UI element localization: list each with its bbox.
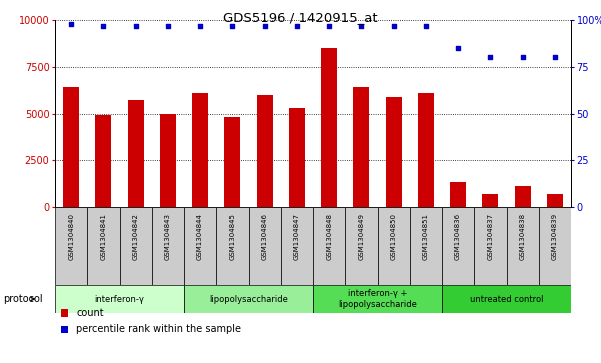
Text: GSM1304843: GSM1304843: [165, 213, 171, 260]
Point: [131, 23, 141, 29]
Text: interferon-γ +
lipopolysaccharide: interferon-γ + lipopolysaccharide: [338, 289, 417, 309]
Text: interferon-γ: interferon-γ: [94, 294, 144, 303]
Bar: [514, 187, 531, 207]
Text: lipopolysaccharide: lipopolysaccharide: [209, 294, 288, 303]
Point: [486, 54, 495, 60]
Bar: [216, 207, 248, 285]
Point: [421, 23, 431, 29]
Text: GSM1304849: GSM1304849: [358, 213, 364, 260]
Point: [163, 23, 172, 29]
Point: [550, 54, 560, 60]
Point: [195, 23, 205, 29]
Bar: [353, 87, 370, 207]
Point: [453, 45, 463, 51]
Text: GSM1304842: GSM1304842: [133, 213, 139, 260]
Bar: [474, 207, 507, 285]
Text: protocol: protocol: [3, 294, 43, 304]
Point: [228, 23, 237, 29]
Text: GSM1304845: GSM1304845: [230, 213, 236, 260]
Bar: [450, 182, 466, 207]
Bar: [257, 95, 273, 207]
Bar: [442, 285, 571, 313]
Point: [356, 23, 366, 29]
Bar: [483, 194, 498, 207]
Bar: [281, 207, 313, 285]
Point: [99, 23, 108, 29]
Bar: [184, 207, 216, 285]
Point: [292, 23, 302, 29]
Text: GSM1304850: GSM1304850: [391, 213, 397, 260]
Bar: [127, 101, 144, 207]
Bar: [120, 207, 151, 285]
Bar: [151, 207, 184, 285]
Bar: [96, 115, 111, 207]
Bar: [410, 207, 442, 285]
Text: GSM1304846: GSM1304846: [261, 213, 267, 260]
Text: GSM1304844: GSM1304844: [197, 213, 203, 260]
Point: [66, 21, 76, 26]
Text: GSM1304847: GSM1304847: [294, 213, 300, 260]
Bar: [313, 285, 442, 313]
Bar: [321, 48, 337, 207]
Text: GSM1304837: GSM1304837: [487, 213, 493, 260]
Text: GSM1304838: GSM1304838: [520, 213, 526, 260]
Bar: [55, 207, 87, 285]
Text: untreated control: untreated control: [470, 294, 543, 303]
Point: [260, 23, 269, 29]
Bar: [192, 93, 208, 207]
Bar: [55, 285, 184, 313]
Bar: [184, 285, 313, 313]
Text: GDS5196 / 1420915_at: GDS5196 / 1420915_at: [223, 11, 378, 24]
Text: GSM1304840: GSM1304840: [68, 213, 74, 260]
Bar: [289, 108, 305, 207]
Text: GSM1304848: GSM1304848: [326, 213, 332, 260]
Bar: [160, 114, 176, 207]
Bar: [345, 207, 377, 285]
Text: percentile rank within the sample: percentile rank within the sample: [76, 325, 241, 334]
Bar: [377, 207, 410, 285]
Bar: [224, 117, 240, 207]
Bar: [418, 93, 434, 207]
Text: GSM1304839: GSM1304839: [552, 213, 558, 260]
Text: GSM1304836: GSM1304836: [455, 213, 461, 260]
Bar: [442, 207, 474, 285]
Bar: [313, 207, 345, 285]
Text: GSM1304851: GSM1304851: [423, 213, 429, 260]
Bar: [248, 207, 281, 285]
Point: [518, 54, 528, 60]
Text: count: count: [76, 308, 103, 318]
Text: GSM1304841: GSM1304841: [100, 213, 106, 260]
Bar: [547, 194, 563, 207]
Bar: [63, 87, 79, 207]
Point: [389, 23, 398, 29]
Bar: [386, 97, 401, 207]
Bar: [507, 207, 538, 285]
Point: [325, 23, 334, 29]
Bar: [538, 207, 571, 285]
Bar: [87, 207, 120, 285]
